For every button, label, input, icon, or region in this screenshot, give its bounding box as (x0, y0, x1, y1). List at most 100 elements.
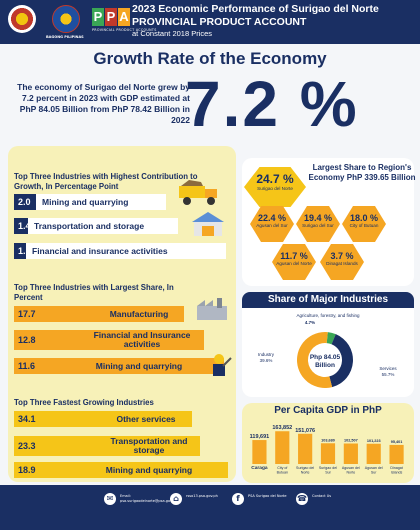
per-capita-category-label: Agusan del (365, 466, 383, 470)
bagong-pilipinas-logo (52, 5, 80, 33)
region-hex-4: 18.0 % City of Butuan (342, 206, 386, 242)
fastest-row-3: 18.9 Mining and quarrying (14, 462, 228, 478)
growth-rate-value: 7.2 % (185, 68, 359, 140)
mining-worker-icon (213, 354, 232, 376)
per-capita-value-label: 103,680 (321, 438, 335, 442)
per-capita-category-label: Surigao del (319, 466, 337, 470)
footer-facebook[interactable]: PSA Surigao del Norte (248, 494, 287, 498)
region-hex-2: 22.4 % Agusan del Sur (250, 206, 294, 242)
ppa-letter-1: P (92, 8, 104, 26)
region-share-value: 3.7 % (330, 251, 354, 261)
per-capita-value-label: 101,223 (367, 439, 381, 443)
per-capita-category-label: Norte (346, 471, 355, 475)
footer-website[interactable]: rsso13.psa.gov.ph (186, 494, 218, 498)
header-title: 2023 Economic Performance of Surigao del… (132, 3, 416, 39)
region-hex-5: 11.7 % Agusan del Norte (272, 244, 316, 280)
per-capita-bar-7 (389, 444, 404, 464)
per-capita-category-label: Dinagat (390, 466, 402, 470)
region-share-value: 18.0 % (349, 213, 379, 223)
label-services-value: 55.7% (381, 372, 395, 377)
contribution-label: Mining and quarrying (36, 194, 166, 210)
fastest-label: Mining and quarrying (105, 465, 193, 475)
major-industries-donut: Php 84.05 Billion (297, 332, 353, 388)
region-share-name: City of Butuan (349, 223, 379, 228)
region-share-name: Agusan del Sur (256, 223, 288, 228)
largest-share-row-3: 11.6 Mining and quarrying (14, 358, 224, 374)
warehouse-icon (192, 212, 224, 236)
region-share-name: Surigao del Sur (302, 223, 334, 228)
donut-slice-1 (326, 332, 336, 345)
bagong-pilipinas-caption: BAGONG PILIPINAS (46, 35, 84, 39)
ppa-letter-2: P (105, 8, 117, 26)
per-capita-bar-2 (275, 431, 290, 464)
fastest-label: Transportation and storage (110, 436, 188, 455)
contribution-row-3: 1.1 Financial and insurance activities (14, 243, 228, 259)
per-capita-category-label: Surigao del (296, 466, 314, 470)
fastest-label: Other services (116, 414, 176, 424)
label-services: Services (379, 366, 397, 371)
donut-slice-3 (297, 332, 333, 388)
per-capita-bar-1 (252, 440, 267, 464)
header-title-line3: at Constant 2018 Prices (132, 29, 213, 38)
ppa-logo: P P A (92, 8, 130, 26)
per-capita-category-label: Caraga (251, 465, 268, 471)
phone-icon[interactable]: ☎ (296, 493, 308, 505)
ppa-letter-3: A (118, 8, 130, 26)
largest-share-title: Top Three Industries with Largest Share,… (14, 283, 174, 302)
largest-share-label: Mining and quarrying (95, 361, 183, 371)
factory-icon (197, 298, 227, 320)
largest-share-value: 17.7 (14, 306, 184, 322)
region-share-value: 24.7 % (256, 172, 294, 186)
label-industry: Industry (257, 352, 274, 357)
page-title: Growth Rate of the Economy (93, 49, 327, 68)
region-share-name: Dinagat Islands (326, 261, 358, 266)
largest-share-value: 11.6 (14, 358, 224, 374)
fastest-value: 34.1 (14, 411, 192, 427)
per-capita-value-label: 151,076 (295, 428, 315, 434)
region-share-title: Largest Share to Region's Economy PhP 33… (308, 163, 416, 182)
donut-center-line2: Billion (315, 362, 335, 369)
fastest-value: 18.9 (14, 462, 228, 478)
largest-share-row-1: 17.7 Manufacturing (14, 306, 184, 322)
region-share-name: Agusan del Norte (276, 261, 312, 266)
per-capita-category-label: City of (277, 466, 287, 470)
per-capita-value-label: 95,401 (391, 440, 403, 444)
largest-share-row-2: 12.8 Financial and Insurance activities (14, 330, 204, 350)
contribution-value: 1.1 (14, 243, 31, 259)
contribution-value: 2.0 (14, 194, 36, 210)
web-icon[interactable]: ⌂ (170, 493, 182, 505)
header-banner: BAGONG PILIPINAS P P A PROVINCIAL PRODUC… (0, 0, 420, 44)
fastest-growing-title: Top Three Fastest Growing Industries (14, 398, 154, 407)
contribution-label: Financial and insurance activities (26, 243, 226, 259)
footer-bar: ✉ Email: psa.surigaodelnorte@psa.gov.ph … (0, 485, 420, 530)
header-title-line1: 2023 Economic Performance of Surigao del… (132, 3, 379, 15)
footer-email[interactable]: Email: psa.surigaodelnorte@psa.gov.ph (120, 494, 178, 503)
fastest-row-1: 34.1 Other services (14, 411, 192, 427)
label-agriculture: Agriculture, forestry, and fishing (296, 313, 360, 318)
per-capita-category-label: Butuan (277, 471, 288, 475)
facebook-icon[interactable]: f (232, 493, 244, 505)
contribution-row-2: 1.4 Transportation and storage (14, 218, 204, 234)
donut-center-line1: Php 84.05 (310, 354, 341, 361)
per-capita-bar-6 (366, 443, 381, 464)
region-share-value: 19.4 % (303, 213, 333, 223)
per-capita-bar-4 (320, 443, 336, 464)
header-title-line2: PROVINCIAL PRODUCT ACCOUNT (132, 16, 307, 28)
largest-share-label: Financial and Insurance activities (93, 330, 191, 349)
fastest-value: 23.3 (14, 436, 200, 456)
per-capita-value-label: 163,852 (272, 425, 292, 431)
per-capita-category-label: Islands (391, 471, 403, 475)
per-capita-category-label: Norte (301, 471, 310, 475)
per-capita-category-label: Sur (371, 471, 377, 475)
per-capita-value-label: 119,691 (250, 434, 270, 440)
email-icon[interactable]: ✉ (104, 493, 116, 505)
footer-contact[interactable]: Contact Us (312, 494, 332, 498)
contribution-row-1: 2.0 Mining and quarrying (14, 194, 174, 210)
region-share-value: 11.7 % (280, 251, 308, 261)
region-share-value: 22.4 % (257, 213, 287, 223)
region-share-name: Surigao del Norte (257, 186, 293, 191)
dump-truck-icon (179, 180, 217, 205)
label-industry-value: 39.6% (259, 358, 273, 363)
contribution-value: 1.4 (14, 218, 31, 234)
